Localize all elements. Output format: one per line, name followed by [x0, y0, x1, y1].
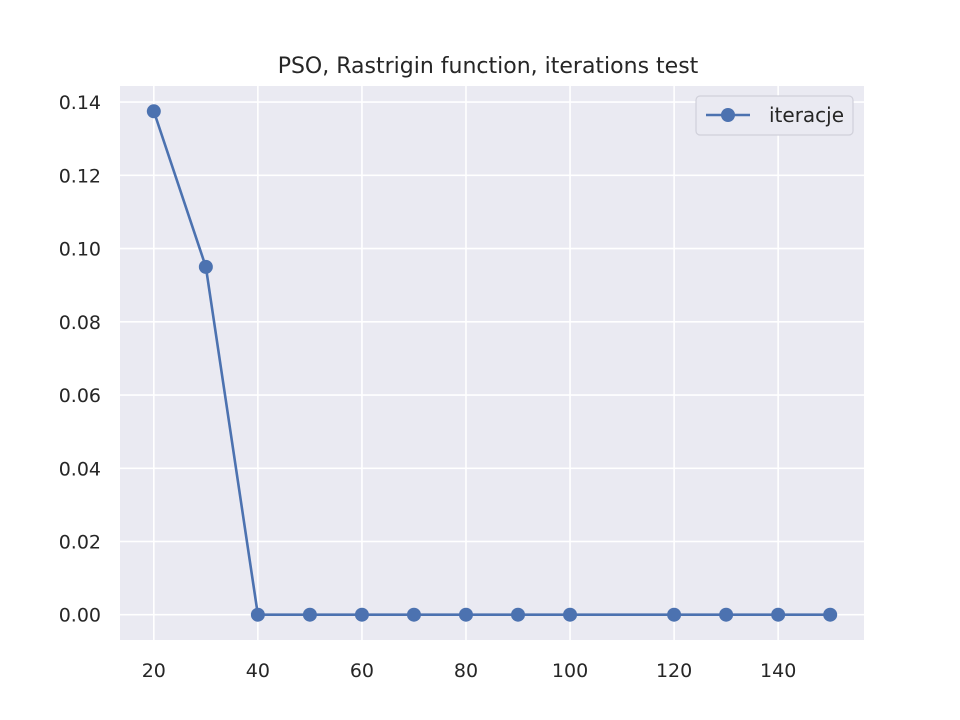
- legend-label: iteracje: [769, 103, 844, 127]
- x-tick-label: 140: [760, 660, 796, 682]
- data-point: [354, 607, 369, 622]
- data-point: [667, 607, 682, 622]
- y-tick-label: 0.08: [59, 312, 101, 334]
- y-tick-label: 0.04: [59, 458, 101, 480]
- data-point: [302, 607, 317, 622]
- data-point: [563, 607, 578, 622]
- data-point: [771, 607, 786, 622]
- y-tick-label: 0.06: [59, 385, 101, 407]
- x-tick-label: 80: [454, 660, 478, 682]
- grid-lines: [120, 86, 864, 640]
- chart-title: PSO, Rastrigin function, iterations test: [278, 54, 699, 79]
- data-point: [458, 607, 473, 622]
- y-tick-label: 0.12: [59, 165, 101, 187]
- y-tick-labels: 0.00 0.02 0.04 0.06 0.08 0.10 0.12 0.14: [59, 92, 101, 627]
- x-tick-label: 60: [350, 660, 374, 682]
- y-tick-label: 0.00: [59, 605, 101, 627]
- y-tick-label: 0.10: [59, 239, 101, 261]
- legend-marker-sample: [721, 108, 735, 122]
- x-tick-labels: 20 40 60 80 100 120 140: [142, 660, 797, 682]
- series-layer: [146, 104, 838, 622]
- data-point: [198, 259, 213, 274]
- x-tick-label: 120: [656, 660, 692, 682]
- data-point: [719, 607, 734, 622]
- data-point: [823, 607, 838, 622]
- legend: iteracje: [695, 95, 854, 136]
- x-tick-label: 40: [246, 660, 270, 682]
- x-tick-label: 20: [142, 660, 166, 682]
- data-point: [511, 607, 526, 622]
- y-tick-label: 0.14: [59, 92, 101, 114]
- data-point: [406, 607, 421, 622]
- legend-box: [695, 95, 854, 136]
- x-tick-label: 100: [552, 660, 588, 682]
- y-tick-label: 0.02: [59, 532, 101, 554]
- plot-area: [120, 86, 864, 640]
- data-point: [146, 104, 161, 119]
- data-point: [250, 607, 265, 622]
